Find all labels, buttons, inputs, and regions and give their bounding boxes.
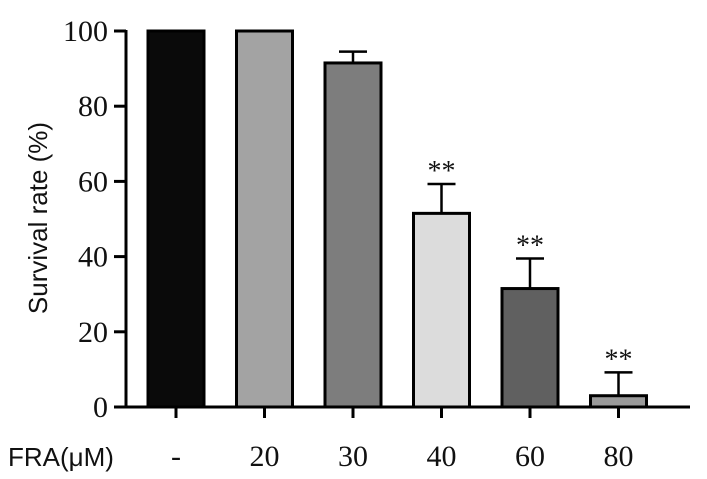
bars	[146, 29, 648, 409]
x-tick-label: 80	[604, 440, 634, 473]
significance-label: **	[516, 230, 544, 261]
significance-markers: ** ** **	[428, 156, 633, 375]
significance-label: **	[428, 156, 456, 187]
y-tick-label: 60	[78, 165, 108, 198]
y-tick-label: 0	[93, 391, 108, 424]
bar	[146, 29, 206, 409]
x-tick-label: 60	[515, 440, 545, 473]
bar	[500, 287, 560, 409]
x-tick-label: 30	[338, 440, 368, 473]
y-tick-label: 80	[78, 90, 108, 123]
error-bars	[339, 50, 633, 396]
x-tick-label: 40	[427, 440, 457, 473]
bar	[589, 394, 648, 409]
bar	[235, 29, 294, 409]
bar	[323, 61, 383, 409]
x-axis-prefix-label: FRA(μM)	[8, 442, 114, 472]
x-tick-label: -	[171, 440, 181, 473]
y-tick-label: 100	[63, 15, 108, 48]
x-axis: - 20 30 40 60 80	[125, 405, 690, 473]
bar	[412, 211, 471, 409]
y-tick-label: 40	[78, 241, 108, 274]
y-axis-title: Survival rate (%)	[23, 122, 53, 314]
y-axis: 0 20 40 60 80 100	[63, 15, 128, 424]
y-tick-label: 20	[78, 316, 108, 349]
significance-label: **	[605, 344, 633, 375]
x-tick-label: 20	[250, 440, 280, 473]
